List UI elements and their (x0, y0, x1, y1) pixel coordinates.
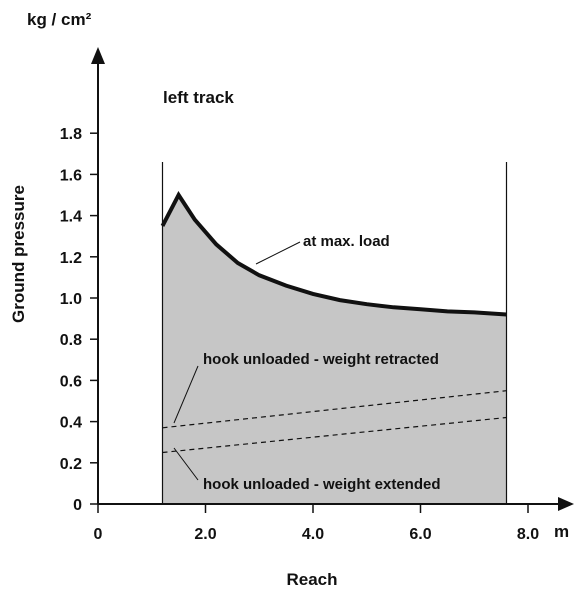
x-tick-label-0: 0 (94, 526, 103, 543)
label-layer: kg / cm² left track m Reach Ground press… (9, 10, 569, 589)
chart-title: left track (163, 88, 234, 107)
x-axis-title: Reach (286, 570, 337, 589)
leader-weight-extended (173, 447, 199, 481)
y-unit-label: kg / cm² (27, 10, 92, 29)
annotation-max-load: at max. load (303, 233, 390, 250)
y-tick-label-4: 0.8 (60, 332, 82, 349)
y-tick-label-8: 1.6 (60, 167, 82, 184)
y-tick-label-3: 0.6 (60, 373, 82, 390)
x-tick-label-3: 6.0 (409, 526, 431, 543)
x-tick-label-2: 4.0 (302, 526, 324, 543)
y-tick-label-5: 1.0 (60, 291, 82, 308)
annotation-weight-retracted: hook unloaded - weight retracted (203, 351, 439, 368)
annotation-weight-extended: hook unloaded - weight extended (203, 476, 441, 493)
y-tick-label-7: 1.4 (60, 209, 82, 226)
y-tick-label-0: 0 (73, 497, 82, 514)
y-axis-title: Ground pressure (9, 185, 28, 323)
y-axis-arrow (91, 47, 105, 64)
y-tick-label-1: 0.2 (60, 456, 82, 473)
pressure-area-fill (162, 195, 507, 504)
x-tick-label-4: 8.0 (517, 526, 539, 543)
y-tick-label-2: 0.4 (60, 415, 82, 432)
series-line-0 (160, 191, 507, 317)
x-unit-label: m (554, 522, 569, 541)
plot-layer (160, 162, 508, 504)
y-tick-label-6: 1.2 (60, 250, 82, 267)
axis-layer: 0 2.0 4.0 6.0 8.0 0 0.2 0.4 0.6 0.8 1.0 1.2 1.4 1.6 1.… (60, 47, 574, 543)
series-line-2 (162, 416, 507, 454)
x-tick-label-1: 2.0 (194, 526, 216, 543)
y-tick-label-9: 1.8 (60, 126, 82, 143)
x-axis-arrow (558, 497, 574, 511)
series-line-1 (162, 390, 507, 429)
leader-max-load (255, 241, 301, 265)
leader-weight-retracted (173, 365, 199, 424)
